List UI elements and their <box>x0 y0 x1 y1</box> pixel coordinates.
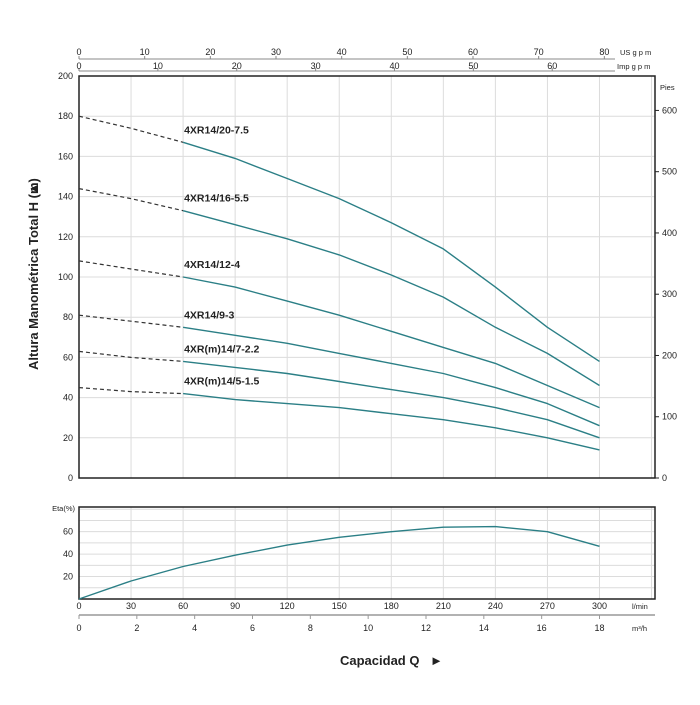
right-tick-label: 300 <box>662 289 677 299</box>
plot-frame <box>78 75 656 479</box>
y-tick-label: 160 <box>58 151 73 161</box>
x-tick-label-lmin: 30 <box>126 601 136 611</box>
y-tick-label: 60 <box>63 352 73 362</box>
right-tick-label: 100 <box>662 412 677 422</box>
top-axis-tick-label: 30 <box>271 47 281 57</box>
right-tick-label: 500 <box>662 167 677 177</box>
curve-label: 4XR(m)14/7-2.2 <box>184 343 259 355</box>
eff-tick-label: 20 <box>63 572 73 582</box>
x-tick-label-lmin: 210 <box>436 601 451 611</box>
eff-axis-label: Eta(%) <box>52 504 75 513</box>
curve-dashed-segment <box>78 314 184 328</box>
eff-tick-label: 40 <box>63 549 73 559</box>
efficiency-curve <box>78 525 600 600</box>
x-tick-label-m3h: 6 <box>250 623 255 633</box>
x-tick-label-m3h: 12 <box>421 623 431 633</box>
x-axis-title: Capacidad Q <box>340 653 419 668</box>
y-tick-label: 120 <box>58 232 73 242</box>
x-tick-label-lmin: 300 <box>592 601 607 611</box>
eff-tick-label: 60 <box>63 527 73 537</box>
curve-dashed-segment <box>78 350 184 362</box>
x-tick-label-m3h: 14 <box>479 623 489 633</box>
top-axis-unit: Imp g p m <box>617 62 650 71</box>
curve-dashed-segment <box>78 188 184 212</box>
x-axis-arrow: ► <box>430 653 443 668</box>
x-tick-label-m3h: 8 <box>308 623 313 633</box>
top-axis-tick-label: 30 <box>311 61 321 71</box>
right-axis-unit: Pies <box>660 83 675 92</box>
curve-label: 4XR14/16-5.5 <box>184 193 249 205</box>
y-tick-label: 0 <box>68 473 73 483</box>
x-tick-label-lmin: 0 <box>76 601 81 611</box>
top-axis-tick-label: 20 <box>232 61 242 71</box>
head-curve <box>182 141 600 362</box>
y-tick-label: 180 <box>58 111 73 121</box>
head-curve <box>183 360 600 439</box>
right-tick-label: 600 <box>662 105 677 115</box>
curve-label: 4XR14/9-3 <box>184 309 234 321</box>
x-tick-label-lmin: 240 <box>488 601 503 611</box>
head-curve <box>182 326 600 427</box>
y-tick-label: 140 <box>58 192 73 202</box>
x-tick-label-m3h: 10 <box>363 623 373 633</box>
curve-dashed-segment <box>78 260 184 278</box>
curve-label: 4XR14/12-4 <box>184 259 240 271</box>
y-tick-label: 100 <box>58 272 73 282</box>
eff-plot-frame <box>78 506 656 600</box>
head-curve <box>182 210 600 387</box>
curve-dashed-segment <box>78 387 184 395</box>
x-tick-label-m3h: 4 <box>192 623 197 633</box>
top-axis-tick-label: 60 <box>468 47 478 57</box>
x-tick-label-lmin: 150 <box>332 601 347 611</box>
head-plot: 0204060801001201401601802000100200300400… <box>58 47 677 483</box>
x-tick-label-m3h: 2 <box>134 623 139 633</box>
y-tick-label: 80 <box>63 312 73 322</box>
x-axis-unit-lmin: l/min <box>632 602 648 611</box>
x-tick-label-lmin: 60 <box>178 601 188 611</box>
curve-label: 4XR14/20-7.5 <box>184 124 249 136</box>
top-axis-tick-label: 50 <box>468 61 478 71</box>
x-tick-label-lmin: 270 <box>540 601 555 611</box>
x-tick-label-m3h: 16 <box>537 623 547 633</box>
y-tick-label: 40 <box>63 393 73 403</box>
top-axis-tick-label: 80 <box>599 47 609 57</box>
x-tick-label-m3h: 0 <box>76 623 81 633</box>
top-axis-tick-label: 10 <box>153 61 163 71</box>
x-tick-label-m3h: 18 <box>594 623 604 633</box>
y-tick-label: 20 <box>63 433 73 443</box>
top-axis-tick-label: 20 <box>205 47 215 57</box>
top-axis-tick-label: 0 <box>76 47 81 57</box>
x-axis-unit-m3h: m³/h <box>632 624 647 633</box>
top-axis-tick-label: 50 <box>402 47 412 57</box>
top-axis-tick-label: 70 <box>534 47 544 57</box>
curve-label: 4XR(m)14/5-1.5 <box>184 376 259 388</box>
top-axis-tick-label: 0 <box>76 61 81 71</box>
x-tick-label-lmin: 90 <box>230 601 240 611</box>
top-axis-tick-label: 60 <box>547 61 557 71</box>
curve-dashed-segment <box>78 115 184 143</box>
top-axis-tick-label: 10 <box>140 47 150 57</box>
right-tick-label: 400 <box>662 228 677 238</box>
head-curve <box>183 392 600 451</box>
y-axis-arrow: ▲ <box>26 182 41 195</box>
top-axis-tick-label: 40 <box>389 61 399 71</box>
head-curve <box>182 276 600 409</box>
x-tick-label-lmin: 180 <box>384 601 399 611</box>
top-axis-unit: US g p m <box>620 48 651 57</box>
y-axis-title: Altura Manométrica Total H (m) <box>26 178 41 370</box>
right-tick-label: 200 <box>662 350 677 360</box>
y-tick-label: 200 <box>58 71 73 81</box>
top-axis-tick-label: 40 <box>337 47 347 57</box>
x-tick-label-lmin: 120 <box>280 601 295 611</box>
right-tick-label: 0 <box>662 473 667 483</box>
